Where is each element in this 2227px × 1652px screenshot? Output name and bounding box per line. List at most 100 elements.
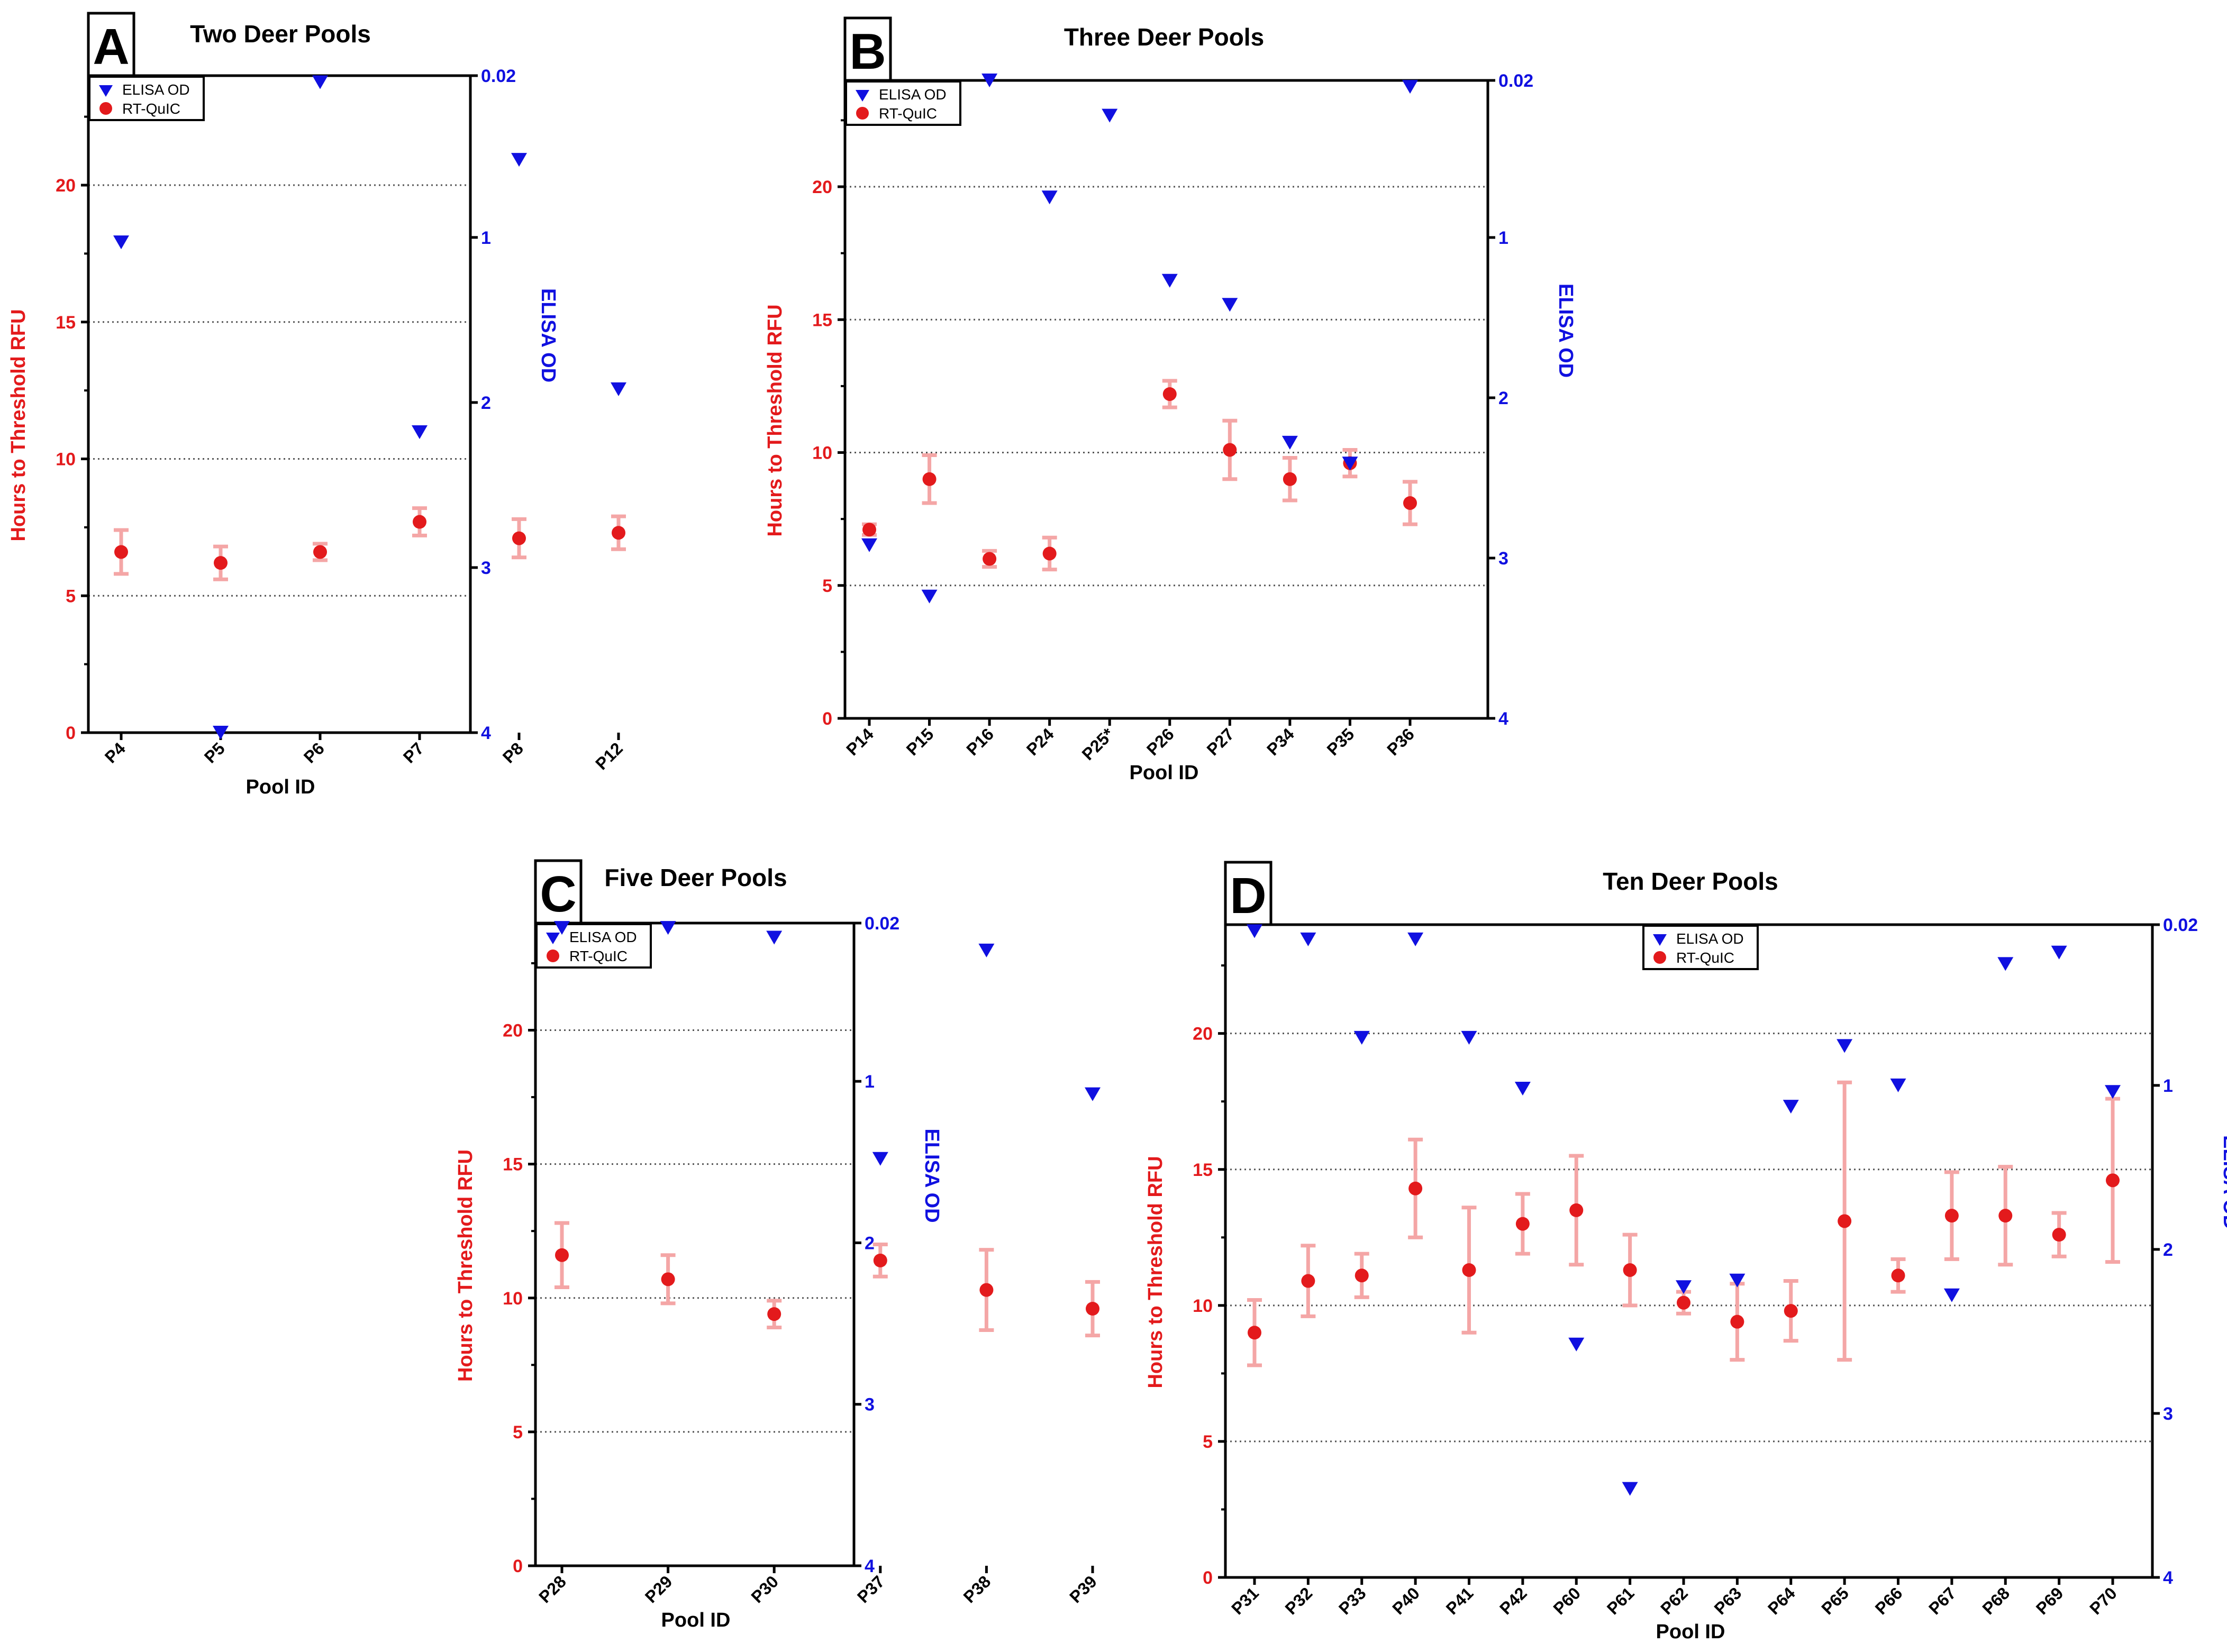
right-tick-label: 3: [865, 1395, 875, 1415]
legend: ELISA OD RT-QuIC: [1642, 925, 1759, 970]
left-tick-label: 20: [1193, 1024, 1213, 1044]
elisa-point: [1676, 1280, 1692, 1294]
x-tick-label: P60: [1549, 1583, 1584, 1618]
elisa-point: [1353, 1030, 1370, 1045]
elisa-point: [611, 382, 626, 396]
x-tick-label: P26: [1143, 724, 1178, 759]
left-tick-label: 0: [66, 723, 76, 743]
legend-rtquic-marker: [99, 102, 112, 115]
elisa-point: [1041, 190, 1058, 205]
rtquic-point: [922, 472, 937, 486]
panel-d: 0 5 10 15 20 0.02 1 2 3 4 Hours to Threshold RFU EL…: [1144, 861, 2227, 1643]
panel-title: Five Deer Pools: [604, 864, 787, 891]
x-axis-title: Pool ID: [1656, 1621, 1725, 1643]
right-axis-title: ELISA OD: [1555, 284, 1577, 378]
elisa-point: [981, 74, 998, 87]
rtquic-point: [512, 531, 526, 545]
rtquic-point: [1515, 1217, 1530, 1231]
legend: ELISA OD RT-QuIC: [845, 80, 961, 126]
x-tick-label: P8: [499, 738, 527, 766]
rtquic-point: [612, 526, 625, 540]
x-tick-label: P28: [535, 1572, 570, 1607]
rtquic-point: [983, 552, 997, 566]
panel-title: Three Deer Pools: [1064, 23, 1264, 51]
x-tick-label: P4: [101, 738, 129, 766]
legend-elisa-marker: [99, 85, 113, 97]
left-tick-label: 0: [822, 709, 832, 729]
elisa-point: [1281, 435, 1298, 450]
panel-title: Two Deer Pools: [190, 20, 371, 48]
x-axis-title: Pool ID: [661, 1609, 731, 1631]
elisa-point: [1342, 457, 1358, 471]
elisa-point: [1943, 1288, 1960, 1302]
elisa-point: [412, 425, 428, 440]
left-axis-title: Hours to Threshold RFU: [7, 309, 30, 541]
left-tick-label: 5: [66, 586, 76, 606]
rtquic-point: [1838, 1214, 1852, 1228]
x-tick-label: P14: [842, 724, 877, 759]
left-tick-label: 5: [1203, 1432, 1213, 1452]
x-axis-title: Pool ID: [1130, 762, 1199, 784]
right-tick-label: 0.02: [481, 66, 516, 86]
legend-rtquic-marker: [856, 107, 869, 120]
rtquic-point: [1042, 546, 1057, 561]
x-tick-label: P12: [592, 738, 626, 773]
right-tick-label: 4: [865, 1556, 875, 1576]
left-axis-title: Hours to Threshold RFU: [1144, 1156, 1167, 1388]
rtquic-point: [1623, 1263, 1637, 1277]
right-axis-title: ELISA OD: [921, 1128, 943, 1222]
x-tick-label: P41: [1442, 1583, 1477, 1618]
elisa-point: [1997, 957, 2014, 971]
right-tick-label: 0.02: [865, 914, 899, 934]
elisa-point: [1161, 273, 1178, 288]
x-tick-label: P37: [853, 1572, 888, 1607]
elisa-point: [1461, 1030, 1477, 1045]
panel-letter: A: [93, 19, 129, 75]
left-tick-label: 10: [503, 1289, 523, 1309]
legend-rtquic-label: RT-QuIC: [569, 948, 628, 964]
elisa-point: [1514, 1082, 1531, 1096]
rtquic-point: [1355, 1268, 1369, 1283]
x-tick-label: P65: [1817, 1583, 1852, 1618]
legend-rtquic-marker: [1653, 951, 1666, 964]
panel-c: 0 5 10 15 20 0.02 1 2 3 4 Hours to Threshold RFU EL…: [455, 859, 1101, 1631]
rtquic-point: [1248, 1326, 1261, 1340]
x-tick-label: P33: [1335, 1583, 1370, 1618]
x-tick-label: P30: [747, 1572, 782, 1607]
panel-b: 0 5 10 15 20 0.02 1 2 3 4 Hours to Threshold RFU EL…: [764, 16, 1577, 784]
legend-elisa-label: ELISA OD: [1676, 930, 1744, 947]
x-tick-label: P31: [1228, 1583, 1262, 1618]
right-tick-label: 2: [1498, 388, 1508, 408]
elisa-point: [1568, 1337, 1585, 1352]
left-tick-label: 10: [812, 443, 832, 463]
elisa-point: [2105, 1085, 2121, 1099]
left-tick-label: 15: [503, 1155, 523, 1175]
legend-rtquic-label: RT-QuIC: [879, 105, 937, 122]
legend-rtquic-label: RT-QuIC: [1676, 950, 1734, 966]
right-tick-label: 4: [2163, 1568, 2173, 1588]
elisa-point: [511, 153, 527, 167]
legend-elisa-marker: [546, 933, 560, 944]
rtquic-point: [1162, 387, 1177, 401]
right-tick-label: 2: [865, 1233, 875, 1253]
rtquic-point: [2106, 1173, 2120, 1188]
legend-rtquic-label: RT-QuIC: [122, 101, 180, 117]
legend: ELISA OD RT-QuIC: [535, 923, 652, 969]
rtquic-point: [1944, 1209, 1959, 1223]
right-tick-label: 1: [2163, 1076, 2173, 1096]
x-tick-label: P15: [903, 724, 938, 759]
rtquic-point: [1677, 1295, 1690, 1310]
x-tick-label: P64: [1764, 1583, 1799, 1618]
legend-elisa-marker: [1653, 934, 1667, 946]
rtquic-point: [1403, 496, 1417, 510]
rtquic-point: [1086, 1302, 1099, 1316]
elisa-point: [660, 921, 676, 935]
elisa-point: [113, 235, 129, 250]
right-tick-label: 4: [481, 723, 491, 743]
x-tick-label: P36: [1383, 724, 1418, 759]
right-tick-label: 1: [481, 228, 491, 248]
x-axis-title: Pool ID: [246, 776, 315, 798]
rtquic-point: [2052, 1228, 2066, 1242]
rtquic-point: [313, 545, 327, 559]
legend-elisa-marker: [856, 90, 869, 102]
